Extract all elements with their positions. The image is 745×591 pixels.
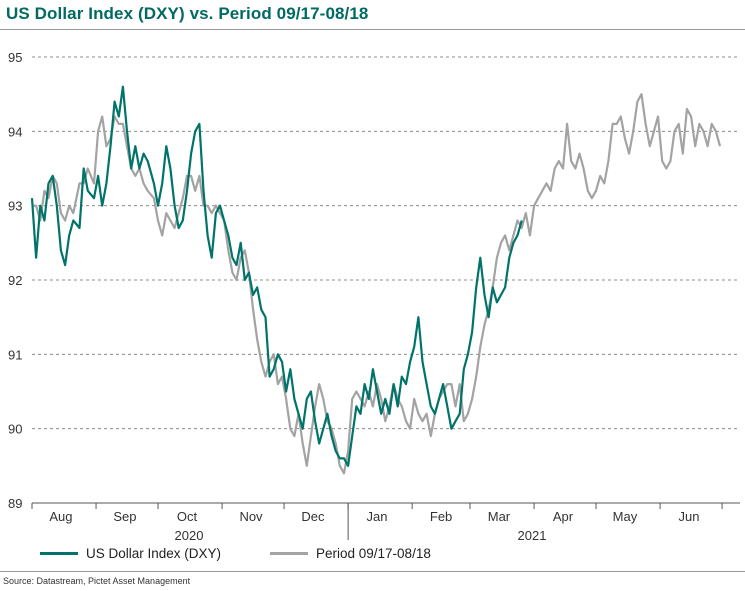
footer-divider xyxy=(0,571,745,572)
legend-item-period: Period 09/17-08/18 xyxy=(270,546,431,561)
legend-swatch-dxy xyxy=(40,552,78,555)
legend: US Dollar Index (DXY) Period 09/17-08/18 xyxy=(0,546,745,566)
dxy-line xyxy=(30,85,523,467)
x-tick-label-aug: Aug xyxy=(49,509,72,524)
legend-label-dxy: US Dollar Index (DXY) xyxy=(86,546,222,561)
y-tick-label-93: 93 xyxy=(8,199,22,214)
x-tick-label-nov: Nov xyxy=(239,509,263,524)
axes: 89 90 91 92 93 94 95 Aug Sep Oct Nov Dec Jan Feb Mar Ap… xyxy=(8,50,740,543)
legend-label-period: Period 09/17-08/18 xyxy=(316,546,431,561)
period-line xyxy=(32,93,722,475)
x-tick-label-may: May xyxy=(613,509,638,524)
x-tick-label-apr: Apr xyxy=(553,509,574,524)
x-tick-label-jun: Jun xyxy=(679,509,700,524)
x-tick-label-feb: Feb xyxy=(430,509,452,524)
y-tick-label-94: 94 xyxy=(8,124,22,139)
legend-swatch-period xyxy=(270,552,308,555)
legend-item-dxy: US Dollar Index (DXY) xyxy=(40,546,221,561)
x-tick-label-oct: Oct xyxy=(177,509,198,524)
y-tick-label-90: 90 xyxy=(8,422,22,437)
gridlines xyxy=(32,56,740,430)
y-tick-label-89: 89 xyxy=(8,496,22,511)
x-tick-label-sep: Sep xyxy=(113,509,136,524)
y-tick-label-95: 95 xyxy=(8,50,22,65)
x-tick-label-dec: Dec xyxy=(301,509,325,524)
source-note: Source: Datastream, Pictet Asset Managem… xyxy=(3,576,191,586)
year-label-2021: 2021 xyxy=(518,528,547,543)
y-tick-label-92: 92 xyxy=(8,273,22,288)
x-tick-label-mar: Mar xyxy=(488,509,511,524)
x-tick-label-jan: Jan xyxy=(367,509,388,524)
chart-title: US Dollar Index (DXY) vs. Period 09/17-0… xyxy=(6,4,369,23)
line-chart: 89 90 91 92 93 94 95 Aug Sep Oct Nov Dec Jan Feb Mar Ap… xyxy=(8,50,740,543)
y-tick-label-91: 91 xyxy=(8,347,22,362)
title-divider xyxy=(0,29,745,30)
series-lines xyxy=(30,85,722,475)
year-label-2020: 2020 xyxy=(175,528,204,543)
